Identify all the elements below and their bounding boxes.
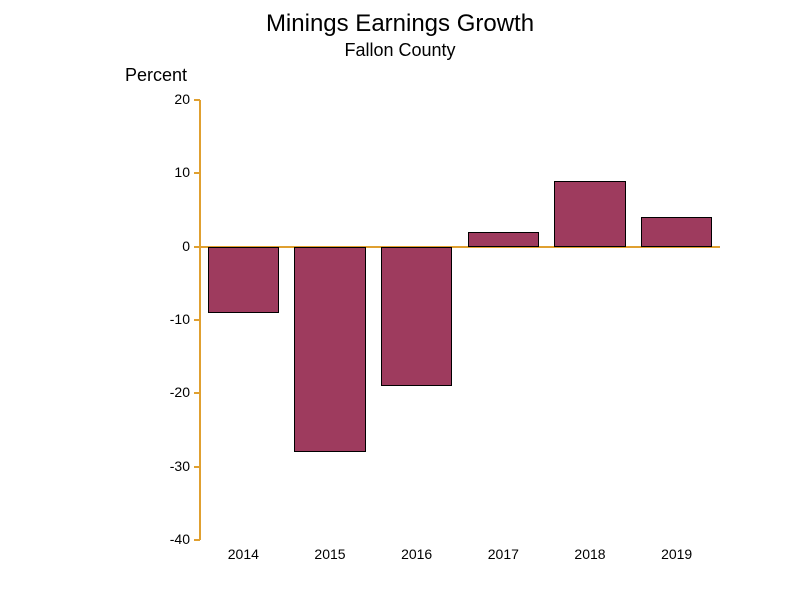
x-tick-label: 2017 xyxy=(460,546,547,562)
bar xyxy=(294,247,365,452)
y-tick-label: -20 xyxy=(145,384,190,400)
y-tick-mark xyxy=(194,392,200,394)
y-tick-label: 10 xyxy=(145,164,190,180)
chart-title: Minings Earnings Growth xyxy=(0,10,800,38)
y-tick-label: -10 xyxy=(145,311,190,327)
x-tick-label: 2019 xyxy=(633,546,720,562)
bar xyxy=(208,247,279,313)
x-tick-label: 2015 xyxy=(287,546,374,562)
chart-container: Minings Earnings Growth Fallon County Pe… xyxy=(0,0,800,600)
y-axis-label: Percent xyxy=(125,65,187,86)
bar xyxy=(468,232,539,247)
y-tick-mark xyxy=(194,246,200,248)
y-tick-mark xyxy=(194,466,200,468)
y-tick-mark xyxy=(194,99,200,101)
y-tick-label: 0 xyxy=(145,238,190,254)
x-tick-label: 2016 xyxy=(373,546,460,562)
x-tick-label: 2014 xyxy=(200,546,287,562)
y-tick-mark xyxy=(194,172,200,174)
bar xyxy=(381,247,452,386)
x-tick-label: 2018 xyxy=(547,546,634,562)
y-tick-label: -30 xyxy=(145,458,190,474)
bar xyxy=(554,181,625,247)
chart-subtitle: Fallon County xyxy=(0,40,800,61)
plot-area: 20100-10-20-30-4020142015201620172018201… xyxy=(200,100,720,540)
y-tick-mark xyxy=(194,319,200,321)
y-tick-label: 20 xyxy=(145,91,190,107)
y-tick-label: -40 xyxy=(145,531,190,547)
y-tick-mark xyxy=(194,539,200,541)
bar xyxy=(641,217,712,246)
